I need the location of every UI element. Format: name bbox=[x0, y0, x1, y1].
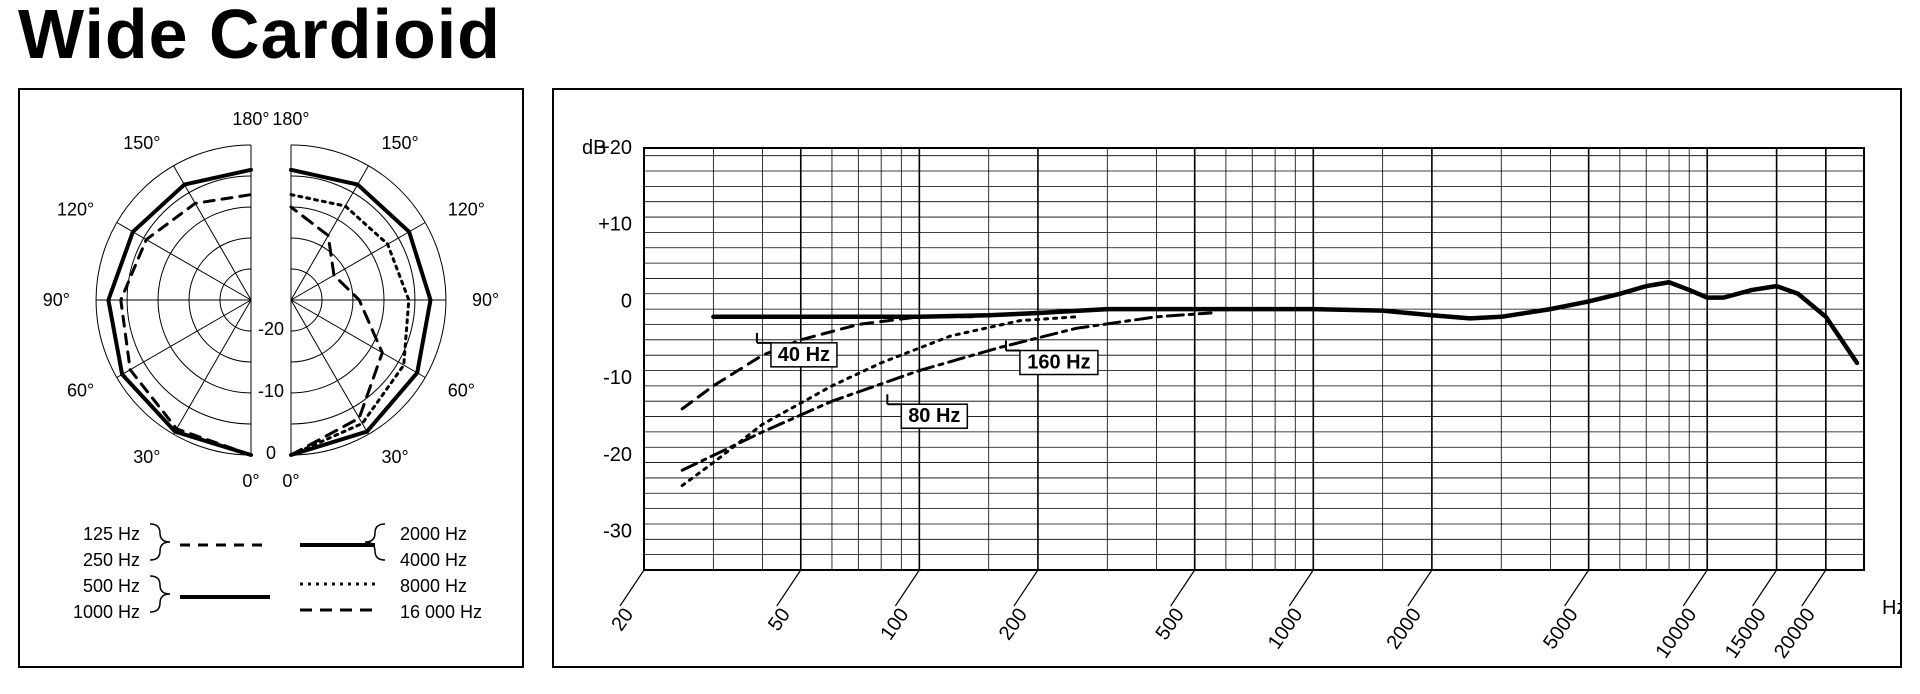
svg-text:16 000 Hz: 16 000 Hz bbox=[400, 602, 482, 622]
svg-text:10000: 10000 bbox=[1651, 604, 1701, 662]
svg-text:500 Hz: 500 Hz bbox=[83, 576, 140, 596]
svg-text:200: 200 bbox=[995, 604, 1032, 644]
svg-text:60°: 60° bbox=[448, 381, 475, 401]
svg-text:0: 0 bbox=[266, 443, 276, 463]
svg-text:-20: -20 bbox=[258, 319, 284, 339]
svg-text:5000: 5000 bbox=[1539, 604, 1583, 653]
svg-text:0°: 0° bbox=[242, 471, 259, 491]
svg-text:20000: 20000 bbox=[1770, 604, 1820, 662]
svg-text:250 Hz: 250 Hz bbox=[83, 550, 140, 570]
svg-text:8000 Hz: 8000 Hz bbox=[400, 576, 467, 596]
svg-text:1000 Hz: 1000 Hz bbox=[73, 602, 140, 622]
svg-text:60°: 60° bbox=[67, 381, 94, 401]
svg-text:Hz: Hz bbox=[1882, 597, 1900, 619]
svg-text:50: 50 bbox=[764, 604, 795, 635]
svg-text:90°: 90° bbox=[43, 290, 70, 310]
svg-text:0°: 0° bbox=[282, 471, 299, 491]
svg-text:100: 100 bbox=[876, 604, 913, 644]
frequency-response-chart: +20+100-10-20-30dB2050100200500100020005… bbox=[552, 88, 1902, 668]
svg-text:500: 500 bbox=[1152, 604, 1189, 644]
svg-text:dB: dB bbox=[582, 137, 606, 159]
svg-text:30°: 30° bbox=[133, 447, 160, 467]
svg-text:20: 20 bbox=[607, 604, 638, 635]
svg-text:180°: 180° bbox=[232, 109, 269, 129]
svg-text:150°: 150° bbox=[382, 133, 419, 153]
svg-text:80 Hz: 80 Hz bbox=[908, 405, 960, 427]
svg-text:120°: 120° bbox=[57, 200, 94, 220]
svg-text:90°: 90° bbox=[472, 290, 499, 310]
svg-text:-20: -20 bbox=[603, 444, 632, 466]
svg-text:-10: -10 bbox=[603, 367, 632, 389]
svg-text:-10: -10 bbox=[258, 381, 284, 401]
chart-title: Wide Cardioid bbox=[18, 0, 501, 74]
svg-text:0: 0 bbox=[621, 290, 632, 312]
polar-pattern-chart: 0 -10 -20 0° 30° 60° 90° 120° 150° 180° 0° 30° 60° 90… bbox=[18, 88, 524, 668]
svg-text:30°: 30° bbox=[382, 447, 409, 467]
svg-text:120°: 120° bbox=[448, 200, 485, 220]
svg-text:2000 Hz: 2000 Hz bbox=[400, 524, 467, 544]
svg-text:4000 Hz: 4000 Hz bbox=[400, 550, 467, 570]
svg-text:-30: -30 bbox=[603, 521, 632, 543]
svg-text:15000: 15000 bbox=[1721, 604, 1771, 662]
svg-text:40 Hz: 40 Hz bbox=[778, 344, 830, 366]
svg-text:2000: 2000 bbox=[1382, 604, 1426, 653]
svg-text:125 Hz: 125 Hz bbox=[83, 524, 140, 544]
svg-text:+10: +10 bbox=[598, 214, 632, 236]
svg-text:180°: 180° bbox=[272, 109, 309, 129]
svg-text:150°: 150° bbox=[123, 133, 160, 153]
svg-text:160 Hz: 160 Hz bbox=[1027, 352, 1090, 374]
svg-text:1000: 1000 bbox=[1264, 604, 1308, 653]
